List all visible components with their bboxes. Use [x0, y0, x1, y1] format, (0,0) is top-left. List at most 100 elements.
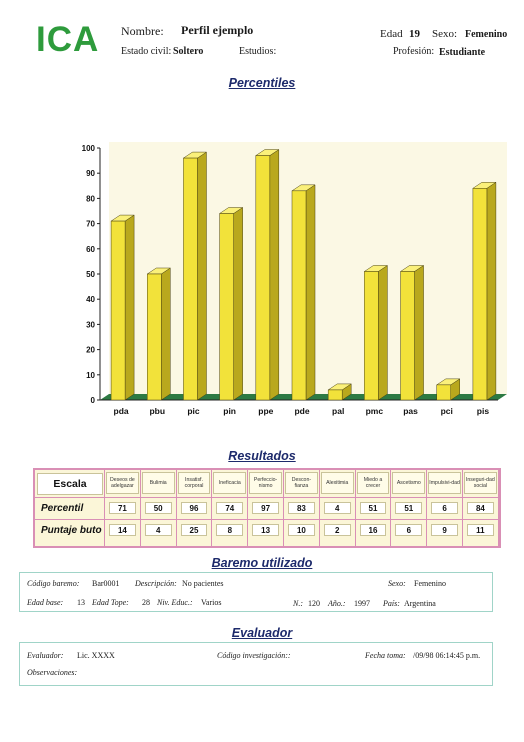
- pais-label: País:: [383, 599, 400, 608]
- bar-side: [414, 265, 424, 401]
- percentiles-chart: 0 10 20 30 40 50 60 70 80 90 100 pda pbu pic pin ppe pde…: [78, 142, 508, 432]
- column-header: Ineficacia: [213, 472, 247, 494]
- table-grid-line: [462, 470, 463, 546]
- table-grid-line: [211, 470, 213, 546]
- baremo-title: Baremo utilizado: [211, 556, 313, 570]
- y-tick-label: 20: [86, 346, 95, 355]
- bar: [327, 389, 343, 401]
- profesion-value: Estudiante: [439, 47, 486, 58]
- results-table: Escala Deseos de adelgazar Bulimia Insatisf…: [33, 468, 501, 548]
- value-cell: 2: [323, 524, 351, 536]
- bar-side: [233, 207, 243, 401]
- evaluador-title: Evaluador: [231, 626, 293, 640]
- bar: [400, 271, 415, 401]
- value-cell: 4: [323, 502, 351, 514]
- bar: [147, 273, 162, 401]
- x-tick-label: pic: [187, 406, 200, 416]
- escala-header: Escala: [37, 473, 103, 495]
- bar-side: [197, 151, 207, 401]
- estado-civil-value: Soltero: [173, 46, 204, 57]
- column-header: Deseos de adelgazar: [106, 472, 139, 494]
- x-tick-label: pis: [477, 406, 490, 416]
- value-cell: 51: [359, 502, 387, 514]
- value-cell: 74: [216, 502, 244, 514]
- niv-educ-label: Niv. Educ.:: [157, 598, 193, 607]
- column-header: Bulimia: [141, 472, 175, 494]
- row-label: Puntaje buto: [41, 524, 102, 536]
- codigo-baremo-value: Bar0001: [92, 579, 120, 588]
- value-cell: 14: [109, 524, 136, 536]
- profesion-label: Profesión:: [393, 46, 435, 57]
- column-header: Inseguri-dad social: [464, 472, 497, 494]
- fecha-toma-label: Fecha toma:: [365, 651, 406, 660]
- column-header: Perfeccio-nismo: [249, 472, 282, 494]
- value-cell: 6: [431, 502, 458, 514]
- x-tick-label: pci: [441, 406, 453, 416]
- bar-side: [124, 214, 135, 401]
- evaluador-box: Evaluador: Lic. XXXX Código investigació…: [19, 642, 493, 686]
- column-header: Alexitimia: [320, 472, 354, 494]
- codigo-investigacion-label: Código investigación::: [217, 651, 291, 660]
- value-cell: 16: [359, 524, 387, 536]
- table-grid-line: [35, 519, 499, 520]
- value-cell: 9: [431, 524, 458, 536]
- y-tick-label: 60: [86, 245, 95, 254]
- value-cell: 25: [180, 524, 208, 536]
- table-grid-line: [497, 470, 499, 546]
- table-grid-line: [175, 470, 177, 546]
- column-header: Miedo a crecer: [356, 472, 390, 494]
- codigo-baremo-label: Código baremo:: [27, 579, 80, 588]
- value-cell: 50: [144, 502, 172, 514]
- x-tick-label: pbu: [149, 406, 165, 416]
- bar-side: [486, 181, 497, 401]
- bar: [436, 384, 451, 401]
- evaluador-label: Evaluador:: [27, 651, 64, 660]
- descripcion-label: Descripción:: [135, 579, 177, 588]
- y-tick-label: 80: [86, 194, 95, 203]
- table-grid-line: [390, 470, 392, 546]
- table-grid-line: [426, 470, 428, 546]
- y-tick-label: 90: [86, 169, 95, 178]
- baremo-sexo-value: Femenino: [414, 579, 446, 588]
- table-grid-line: [283, 470, 284, 546]
- bar: [255, 155, 271, 401]
- value-cell: 10: [288, 524, 315, 536]
- value-cell: 51: [395, 502, 423, 514]
- x-tick-label: pas: [403, 406, 418, 416]
- n-value: 120: [308, 599, 320, 608]
- value-cell: 83: [288, 502, 315, 514]
- table-grid-line: [354, 470, 356, 546]
- value-cell: 6: [395, 524, 423, 536]
- chart-svg: 0 10 20 30 40 50 60 70 80 90 100 pda pbu pic pin ppe pde…: [82, 142, 507, 416]
- table-grid-line: [104, 470, 105, 546]
- n-label: N.:: [293, 599, 303, 608]
- value-cell: 96: [180, 502, 208, 514]
- edad-base-value: 13: [77, 598, 85, 607]
- column-header: Ascetismo: [392, 472, 426, 494]
- baremo-sexo-label: Sexo:: [388, 579, 406, 588]
- column-header: Descon-fianza: [285, 472, 318, 494]
- column-header: Insatisf. corporal: [177, 472, 211, 494]
- anio-label: Año.:: [328, 599, 346, 608]
- bar: [110, 220, 126, 401]
- observaciones-label: Observaciones:: [27, 668, 78, 677]
- edad-tope-value: 28: [142, 598, 150, 607]
- pais-value: Argentina: [404, 599, 436, 608]
- bar-side: [305, 184, 316, 401]
- y-tick-label: 40: [86, 295, 95, 304]
- bar: [291, 190, 307, 401]
- y-tick-label: 30: [86, 320, 95, 329]
- x-tick-label: pde: [294, 406, 309, 416]
- value-cell: 84: [467, 502, 494, 514]
- y-tick-label: 70: [86, 220, 95, 229]
- x-tick-label: pda: [114, 406, 129, 416]
- column-header: Impulsivi-dad: [428, 472, 461, 494]
- y-tick-label: 100: [82, 144, 96, 153]
- bar-side: [378, 265, 388, 401]
- value-cell: 11: [467, 524, 494, 536]
- niv-educ-value: Varios: [201, 598, 222, 607]
- table-grid-line: [35, 497, 499, 498]
- x-tick-label: pmc: [366, 406, 384, 416]
- bar: [219, 213, 234, 401]
- y-tick-label: 0: [91, 396, 96, 405]
